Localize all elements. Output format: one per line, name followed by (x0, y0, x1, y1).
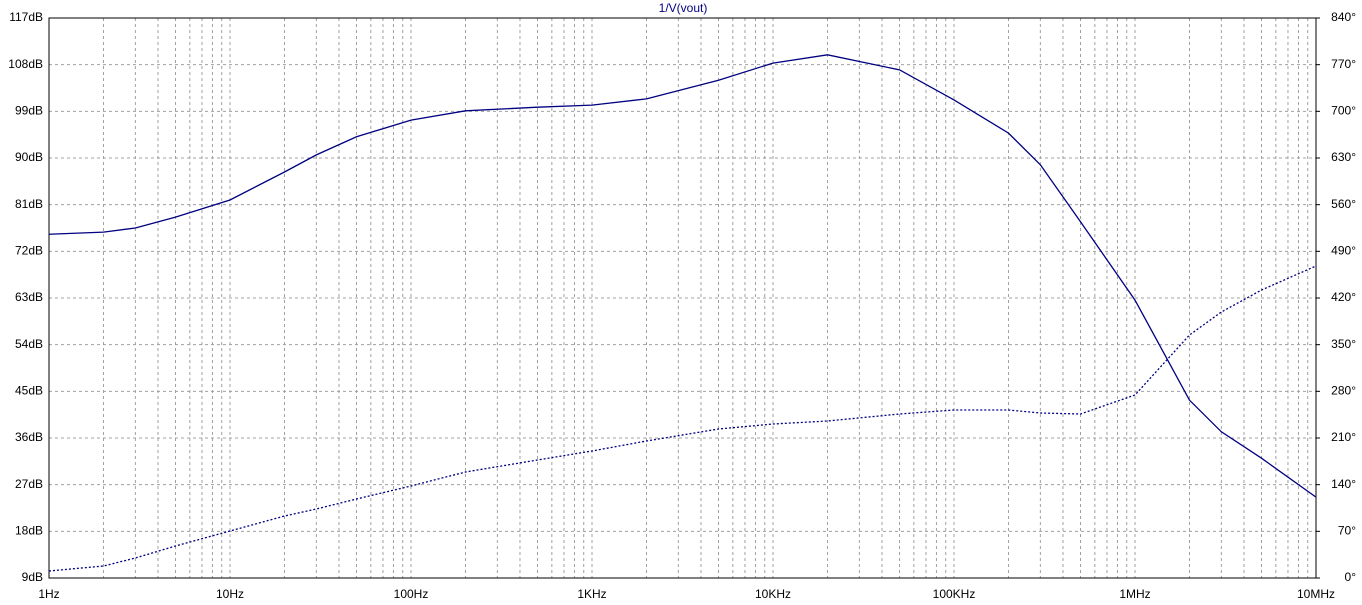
series-line (48, 265, 1317, 572)
y2-tick-label: 140° (1331, 477, 1356, 491)
y-tick-label: 36dB (15, 430, 43, 444)
x-tick-label: 10KHz (755, 587, 791, 601)
y2-tick-label: 630° (1331, 150, 1356, 164)
y-tick-label: 27dB (15, 477, 43, 491)
series-line (48, 54, 1317, 498)
y-tick-label: 18dB (15, 524, 43, 538)
y2-tick-label: 210° (1331, 430, 1356, 444)
x-tick-label: 1Hz (38, 587, 59, 601)
y2-tick-label: 560° (1331, 197, 1356, 211)
y-tick-label: 108dB (8, 57, 43, 71)
y2-tick-label: 420° (1331, 290, 1356, 304)
y-tick-label: 99dB (15, 104, 43, 118)
x-tick-label: 100KHz (933, 587, 976, 601)
chart-title: 1/V(vout) (659, 1, 708, 15)
x-tick-label: 1MHz (1119, 587, 1150, 601)
y2-tick-label: 770° (1331, 57, 1356, 71)
y2-tick-label: 840° (1331, 10, 1356, 24)
x-tick-label: 1KHz (577, 587, 606, 601)
y-tick-label: 63dB (15, 290, 43, 304)
y2-tick-label: 280° (1331, 384, 1356, 398)
y-tick-label: 117dB (9, 10, 43, 24)
y2-tick-label: 700° (1331, 104, 1356, 118)
y2-tick-label: 490° (1331, 244, 1356, 258)
y-tick-label: 54dB (15, 337, 43, 351)
y-tick-label: 81dB (15, 197, 43, 211)
y-tick-label: 9dB (22, 570, 43, 584)
x-tick-label: 10Hz (216, 587, 244, 601)
y2-tick-label: 350° (1331, 337, 1356, 351)
y-tick-label: 72dB (15, 244, 43, 258)
plot-frame (48, 17, 1317, 579)
x-tick-label: 10MHz (1297, 587, 1335, 601)
y2-tick-label: 0° (1345, 570, 1357, 584)
y-tick-label: 90dB (15, 150, 43, 164)
y-tick-label: 45dB (15, 384, 43, 398)
y2-tick-label: 70° (1338, 524, 1356, 538)
x-tick-label: 100Hz (394, 587, 429, 601)
